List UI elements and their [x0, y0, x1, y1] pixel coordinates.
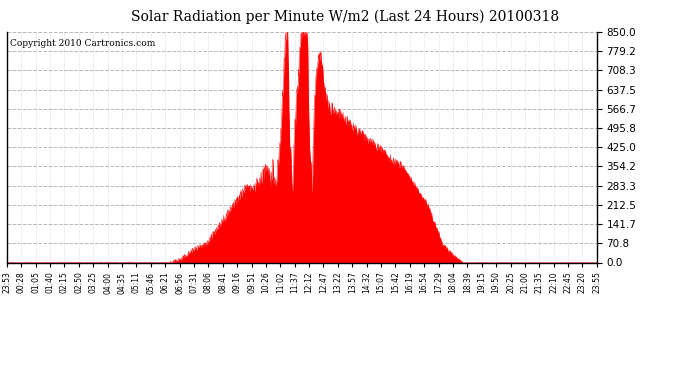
Text: Solar Radiation per Minute W/m2 (Last 24 Hours) 20100318: Solar Radiation per Minute W/m2 (Last 24…	[131, 9, 559, 24]
Text: Copyright 2010 Cartronics.com: Copyright 2010 Cartronics.com	[10, 39, 155, 48]
